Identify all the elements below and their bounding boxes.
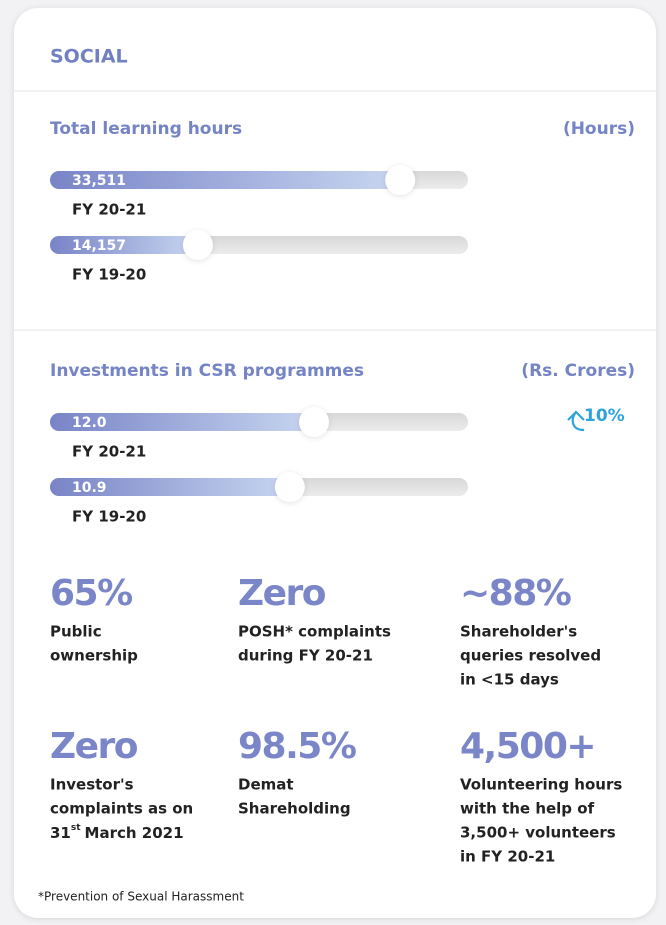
stat-description: Public <box>50 623 102 641</box>
stat-description: in <15 days <box>460 671 559 689</box>
superscript: st <box>71 823 81 833</box>
stat-description: during FY 20-21 <box>238 647 373 665</box>
stat-description: Demat <box>238 776 294 794</box>
text-part: 31 <box>50 824 71 842</box>
section-title: SOCIAL <box>50 46 128 68</box>
stat-value: 98.5% <box>238 726 356 767</box>
card <box>14 8 656 918</box>
bar <box>50 478 290 496</box>
stat-description: Volunteering hours <box>460 776 622 794</box>
stat-value: ~88% <box>460 573 571 614</box>
value-label: 14,157 <box>72 238 126 254</box>
stat-value: 4,500+ <box>460 726 595 767</box>
stat-description: in FY 20-21 <box>460 848 555 866</box>
bar-knob <box>299 407 329 437</box>
stat-description: 3,500+ volunteers <box>460 824 616 842</box>
stat-description: queries resolved <box>460 647 601 665</box>
bar <box>50 171 401 189</box>
bar-knob <box>385 165 416 195</box>
chart-title: Total learning hours <box>50 119 242 139</box>
category-label: FY 19-20 <box>72 508 146 526</box>
bar-knob <box>182 230 213 260</box>
annotation: 10% <box>584 406 625 426</box>
stat-value: Zero <box>238 573 326 614</box>
bar <box>50 236 198 254</box>
stat-description: 31st March 2021 <box>50 823 184 842</box>
stat-value: 65% <box>50 573 132 614</box>
category-label: FY 20-21 <box>72 201 146 219</box>
bar <box>50 413 314 431</box>
stat-description: ownership <box>50 647 138 665</box>
value-label: 12.0 <box>72 415 107 431</box>
unit-label: (Hours) <box>563 119 635 139</box>
bar-knob <box>274 472 305 502</box>
stat-description: Investor's <box>50 776 134 794</box>
unit-label: (Rs. Crores) <box>521 361 635 381</box>
category-label: FY 19-20 <box>72 266 146 284</box>
stat-description: Shareholding <box>238 800 351 818</box>
chart-title: Investments in CSR programmes <box>50 361 364 381</box>
stat-description: Shareholder's <box>460 623 577 641</box>
value-label: 10.9 <box>72 480 107 496</box>
stat-value: Zero <box>50 726 138 767</box>
stat-description: POSH* complaints <box>238 623 391 641</box>
stat-description: complaints as on <box>50 800 193 818</box>
footnote: *Prevention of Sexual Harassment <box>38 890 244 904</box>
up-arrow-icon <box>567 410 585 432</box>
stat-description: with the help of <box>460 800 595 818</box>
text-part: March 2021 <box>85 824 184 842</box>
value-label: 33,511 <box>72 173 126 189</box>
category-label: FY 20-21 <box>72 443 146 461</box>
